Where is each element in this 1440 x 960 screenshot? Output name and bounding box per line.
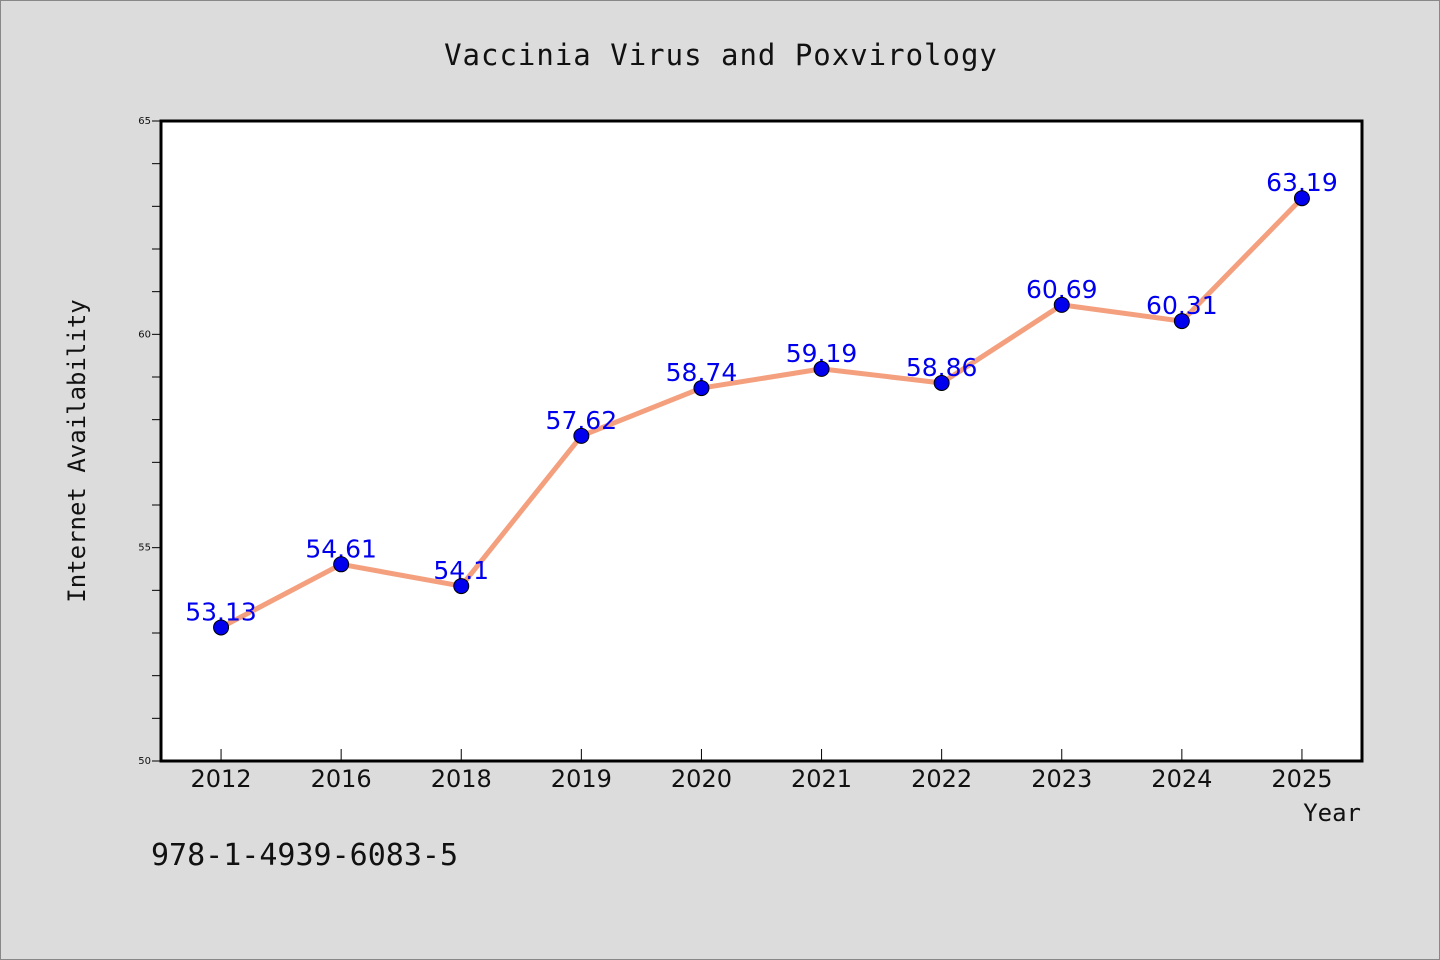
x-tick-label: 2021 <box>791 765 852 793</box>
y-tick-label: 65 <box>138 116 151 127</box>
data-point <box>693 380 710 397</box>
isbn-footer: 978-1-4939-6083-5 <box>151 838 458 873</box>
y-tick-label: 55 <box>138 543 151 554</box>
data-point <box>573 427 590 444</box>
x-tick-label: 2012 <box>191 765 252 793</box>
data-point <box>813 360 830 377</box>
x-tick-label: 2018 <box>431 765 492 793</box>
data-point <box>1173 313 1190 330</box>
marker-layer <box>213 190 1310 636</box>
x-axis: 2012 2016 2018 2019 2020 2021 2022 2023 2024 2025 <box>191 749 1332 793</box>
x-tick-label: 2024 <box>1151 765 1212 793</box>
data-point <box>933 374 950 391</box>
data-point <box>1053 296 1070 313</box>
series-layer <box>218 195 1305 630</box>
x-axis-label: Year <box>1303 799 1361 827</box>
x-tick-label: 2023 <box>1031 765 1092 793</box>
x-tick-label: 2022 <box>911 765 972 793</box>
y-tick-label: 50 <box>138 756 151 767</box>
chart-title: Vaccinia Virus and Poxvirology <box>444 38 998 72</box>
x-tick-label: 2025 <box>1271 765 1332 793</box>
plot-frame <box>159 119 1364 763</box>
y-axis: 50 55 60 65 <box>138 116 161 767</box>
plot-area <box>161 121 1362 761</box>
x-tick-label: 2019 <box>551 765 612 793</box>
data-point <box>1293 190 1310 207</box>
y-tick-label: 60 <box>138 329 151 340</box>
x-tick-label: 2020 <box>671 765 732 793</box>
y-axis-label: Internet Availability <box>63 299 91 602</box>
data-point <box>453 578 470 595</box>
series-line <box>218 195 1305 630</box>
x-tick-label: 2016 <box>311 765 372 793</box>
data-point <box>213 619 230 636</box>
data-point <box>333 556 350 573</box>
